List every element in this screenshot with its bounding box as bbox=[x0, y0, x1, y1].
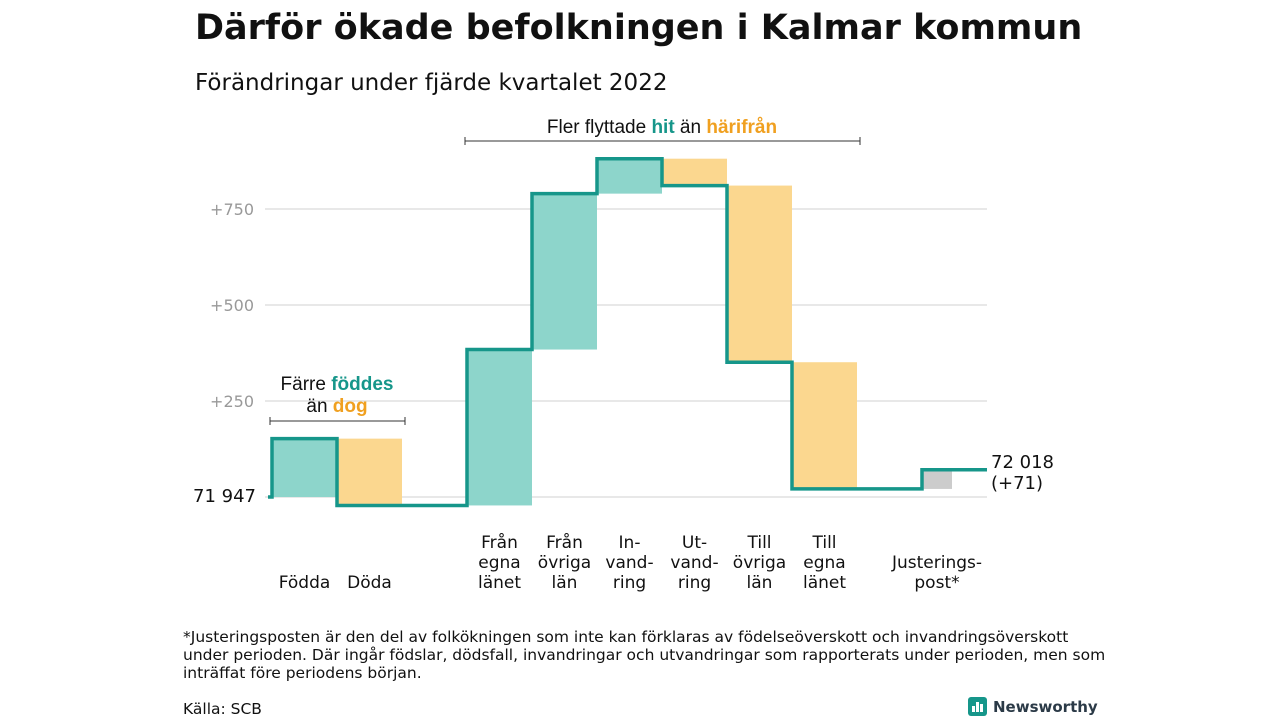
category-label: övriga bbox=[733, 553, 786, 573]
bar-utvandring bbox=[662, 158, 727, 186]
category-label: Justerings- bbox=[891, 553, 982, 573]
source-note: Källa: SCB bbox=[183, 700, 262, 718]
category-label: ring bbox=[678, 573, 711, 593]
category-label: övriga bbox=[538, 553, 591, 573]
category-label: post* bbox=[914, 573, 959, 593]
page-title: Därför ökade befolkningen i Kalmar kommu… bbox=[195, 8, 1083, 48]
start-value-label: 71 947 bbox=[193, 486, 256, 507]
category-label: länet bbox=[803, 573, 846, 593]
category-label: Till bbox=[811, 533, 836, 553]
bar-tillegnalänet bbox=[792, 362, 857, 489]
category-label: egna bbox=[478, 553, 520, 573]
category-label: Födda bbox=[279, 573, 331, 593]
born-annotation-line2: än dog bbox=[306, 396, 367, 417]
bar-justeringspost bbox=[922, 469, 952, 489]
end-change-label: (+71) bbox=[991, 473, 1043, 494]
newsworthy-logo: Newsworthy bbox=[968, 697, 1098, 716]
bars bbox=[272, 158, 952, 506]
category-label: län bbox=[552, 573, 578, 593]
category-label: vand- bbox=[670, 553, 718, 573]
category-label: ring bbox=[613, 573, 646, 593]
category-label: länet bbox=[478, 573, 521, 593]
born-annotation-line1: Färre föddes bbox=[281, 374, 394, 395]
step-line bbox=[268, 156, 987, 508]
category-label: egna bbox=[803, 553, 845, 573]
y-tick-label: +500 bbox=[210, 296, 254, 315]
moved-annotation: Fler flyttade hit än härifrån bbox=[547, 117, 777, 138]
brand-name: Newsworthy bbox=[993, 697, 1098, 716]
end-value-label: 72 018 bbox=[991, 452, 1054, 473]
newsworthy-logo-icon bbox=[968, 697, 987, 716]
category-label: Från bbox=[546, 532, 583, 553]
cumulative-step-line bbox=[268, 156, 987, 508]
y-tick-label: +250 bbox=[210, 392, 254, 411]
bar-tillövrigalän bbox=[727, 185, 792, 363]
labels: Födda DödaFrånegnalänetFrånövrigalänIn-va… bbox=[279, 532, 982, 593]
category-label: Ut- bbox=[682, 533, 707, 553]
bar-frånövrigalän bbox=[532, 193, 597, 350]
footnote: *Justeringsposten är den del av folkökni… bbox=[183, 628, 1106, 682]
category-label: vand- bbox=[605, 553, 653, 573]
category-label: län bbox=[747, 573, 773, 593]
y-tick-label: +750 bbox=[210, 200, 254, 219]
page-subtitle: Förändringar under fjärde kvartalet 2022 bbox=[195, 70, 668, 96]
category-label: Till bbox=[746, 533, 771, 553]
category-label: Döda bbox=[347, 573, 392, 593]
bar-frånegnalänet bbox=[467, 349, 532, 506]
bar-födda bbox=[272, 438, 337, 497]
bar-döda bbox=[337, 438, 402, 506]
category-label: In- bbox=[619, 533, 641, 553]
bar-invandring bbox=[597, 158, 662, 194]
category-label: Från bbox=[481, 532, 518, 553]
